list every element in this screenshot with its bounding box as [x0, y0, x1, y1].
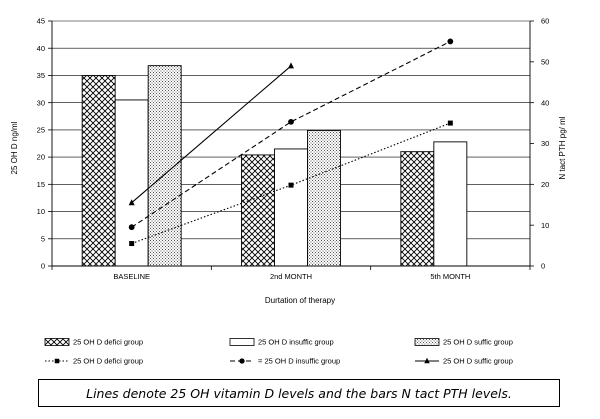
bar	[147, 65, 182, 267]
series-line	[131, 122, 451, 245]
line-point	[54, 358, 60, 364]
category-label: 2nd MONTH	[270, 272, 312, 281]
line-point	[424, 357, 430, 364]
bar	[307, 129, 341, 267]
left-tick-label: 0	[41, 262, 45, 271]
caption: Lines denote 25 OH vitamin D levels and …	[86, 385, 512, 401]
chart: 0 5 10 15 20 25 30 35 40 45 0 10 20 30 40 50 60 BASELIN…	[10, 17, 567, 366]
x-axis-title: Durtation of therapy	[265, 296, 335, 305]
line-point	[128, 199, 135, 206]
legend: 25 OH D defici group 25 OH D insuffic gro…	[44, 338, 513, 366]
legend-swatch	[414, 338, 440, 346]
left-tick-label: 10	[37, 207, 45, 216]
legend-swatch	[229, 338, 255, 346]
line-point	[288, 118, 294, 125]
line-point	[447, 120, 453, 126]
left-tick-label: 15	[37, 180, 45, 189]
left-tick-label: 25	[37, 125, 45, 134]
legend-label: 25 OH D suffic group	[443, 357, 513, 366]
right-tick-label: 10	[541, 221, 549, 230]
right-tick-label: 50	[541, 57, 549, 66]
right-tick-label: 60	[541, 17, 549, 26]
left-tick-label: 20	[37, 153, 45, 162]
right-tick-label: 40	[541, 98, 549, 107]
legend-label: = 25 OH D insuffic group	[258, 357, 340, 366]
bar	[274, 148, 308, 267]
left-y-ticks: 0 5 10 15 20 25 30 35 40 45	[37, 17, 52, 271]
line-point	[129, 241, 135, 247]
line-point	[239, 358, 245, 364]
category-label: BASELINE	[113, 272, 150, 281]
left-tick-label: 45	[37, 17, 45, 26]
legend-label: 25 OH D insuffic group	[258, 338, 334, 347]
right-y-ticks: 0 10 20 30 40 50 60	[530, 17, 549, 271]
legend-label: 25 OH D defici group	[73, 338, 143, 347]
bar	[433, 141, 468, 267]
series-line	[131, 65, 292, 204]
legend-label: 25 OH D suffic group	[443, 338, 513, 347]
left-tick-label: 30	[37, 98, 45, 107]
line-point	[128, 224, 135, 231]
right-y-axis-title: N tact PTH pg/ ml	[558, 116, 567, 179]
line-point	[288, 62, 294, 69]
lines	[128, 38, 454, 247]
left-tick-label: 5	[41, 234, 45, 243]
right-tick-label: 0	[541, 262, 545, 271]
legend-label: 25 OH D defici group	[73, 357, 143, 366]
bars	[81, 65, 468, 267]
left-tick-label: 40	[37, 44, 45, 53]
right-tick-label: 30	[541, 139, 549, 148]
left-y-axis-title: 25 OH D ng/ml	[10, 121, 19, 174]
line-point	[288, 182, 294, 188]
bar	[81, 74, 116, 267]
right-tick-label: 20	[541, 180, 549, 189]
bar	[241, 154, 275, 267]
bar	[400, 151, 435, 267]
line-point	[447, 38, 454, 45]
x-category-labels: BASELINE 2nd MONTH 5th MONTH	[113, 272, 470, 281]
legend-swatch	[44, 338, 70, 346]
left-tick-label: 35	[37, 71, 45, 80]
caption-box: Lines denote 25 OH vitamin D levels and …	[38, 379, 560, 407]
category-label: 5th MONTH	[430, 272, 470, 281]
